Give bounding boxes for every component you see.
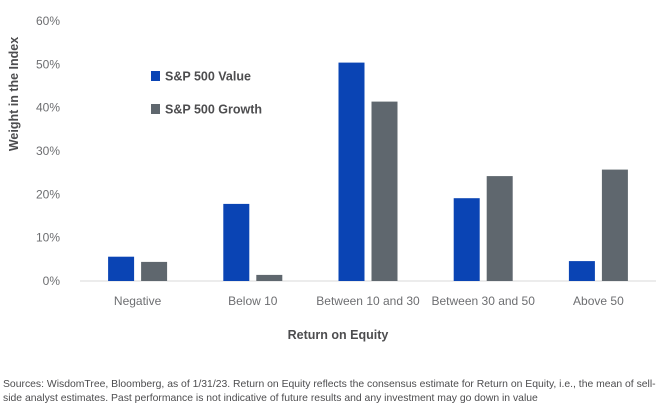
legend: S&P 500 Value S&P 500 Growth <box>151 70 262 117</box>
bar-growth-3 <box>486 176 513 281</box>
bar-chart: 0% 10% 20% 30% 40% 50% 60% Negative Below 10 Bet… <box>7 14 656 342</box>
legend-swatch-1 <box>151 104 160 114</box>
x-tick-label: Between 30 and 50 <box>431 294 535 308</box>
x-tick-label: Negative <box>114 294 162 308</box>
bar-value-1 <box>223 203 250 281</box>
y-tick-label: 0% <box>43 274 61 288</box>
x-axis-ticks: Negative Below 10 Between 10 and 30 Between… <box>114 294 624 308</box>
bar-value-2 <box>338 62 365 281</box>
bar-value-3 <box>453 198 480 281</box>
bar-value-4 <box>568 261 595 281</box>
y-tick-label: 40% <box>36 101 60 115</box>
bar-growth-1 <box>256 274 283 281</box>
y-tick-label: 20% <box>36 187 60 201</box>
bar-growth-4 <box>601 169 628 281</box>
y-tick-label: 10% <box>36 231 60 245</box>
x-axis-title: Return on Equity <box>288 328 389 342</box>
y-axis-ticks: 0% 10% 20% 30% 40% 50% 60% <box>36 14 60 288</box>
x-tick-label: Below 10 <box>228 294 278 308</box>
y-tick-label: 30% <box>36 144 60 158</box>
source-footnote: Sources: WisdomTree, Bloomberg, as of 1/… <box>3 379 656 404</box>
bar-growth-2 <box>371 101 398 281</box>
bars-group <box>108 62 628 281</box>
bar-value-0 <box>108 256 135 281</box>
y-tick-label: 50% <box>36 57 60 71</box>
x-tick-label: Between 10 and 30 <box>316 294 420 308</box>
bar-growth-0 <box>141 261 168 281</box>
y-axis-title: Weight in the Index <box>7 37 21 151</box>
x-tick-label: Above 50 <box>573 294 624 308</box>
legend-label-1: S&P 500 Growth <box>165 103 262 117</box>
legend-swatch-0 <box>151 71 160 81</box>
legend-label-0: S&P 500 Value <box>165 70 251 84</box>
y-tick-label: 60% <box>36 14 60 28</box>
